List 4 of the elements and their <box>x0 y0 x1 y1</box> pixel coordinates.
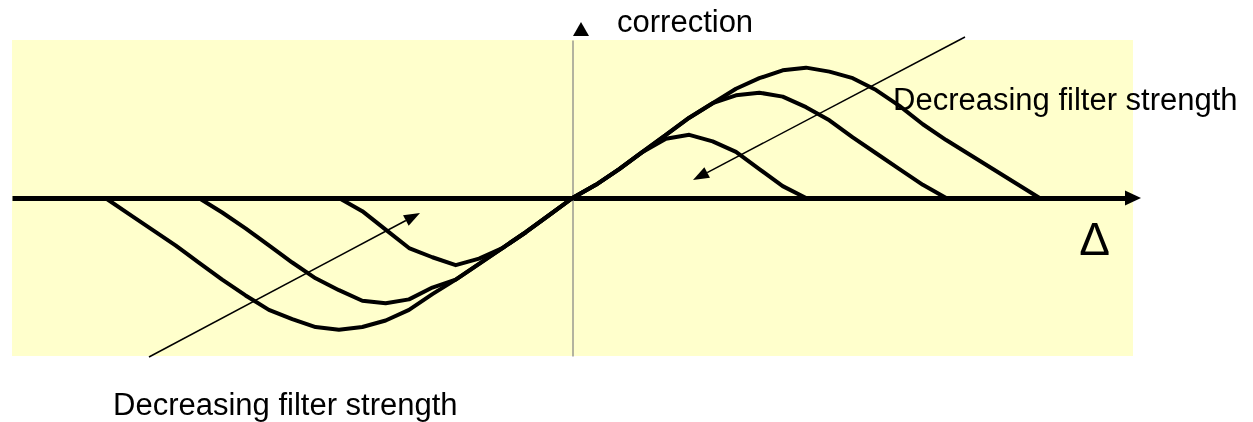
annotation: Decreasing filter strength <box>893 82 1238 117</box>
y-axis-title: correction <box>617 3 754 39</box>
x-axis-title: Δ <box>1079 212 1110 265</box>
text: Decreasing filter strength <box>113 387 458 422</box>
